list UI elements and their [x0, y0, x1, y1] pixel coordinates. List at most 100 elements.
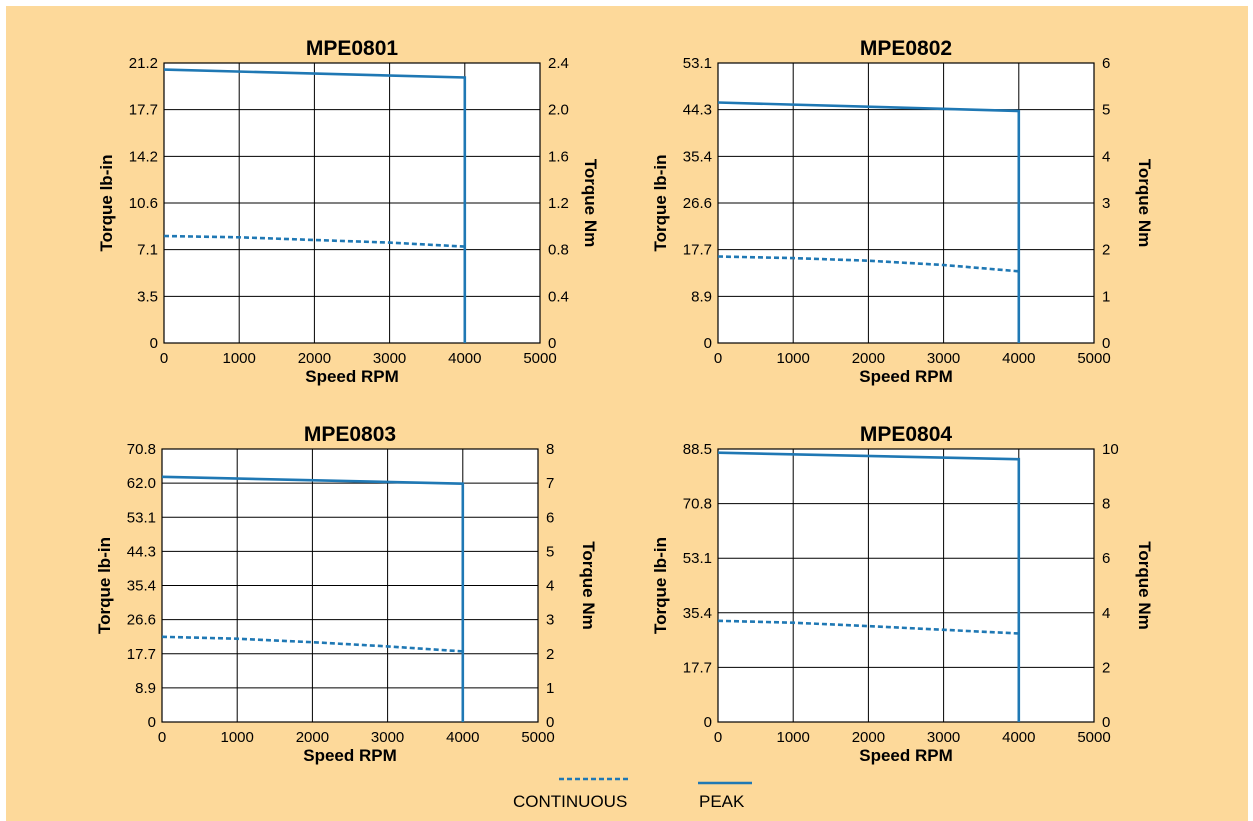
y-tick-label: 53.1: [683, 55, 712, 72]
chart-title: MPE0801: [306, 37, 399, 60]
y-axis-label: Torque lb-in: [95, 537, 114, 634]
peak-legend-swatch: [698, 781, 752, 785]
y2-tick-label: 0.4: [548, 288, 569, 305]
y-tick-label: 17.7: [683, 659, 712, 676]
x-tick-label: 5000: [521, 729, 554, 746]
y2-tick-label: 4: [546, 578, 554, 595]
y2-axis-label: Torque Nm: [1135, 159, 1154, 247]
x-tick-label: 3000: [371, 729, 404, 746]
y-tick-label: 70.8: [127, 441, 156, 458]
y-tick-label: 0: [148, 714, 156, 731]
y2-tick-label: 8: [1102, 496, 1110, 513]
x-tick-label: 5000: [1077, 350, 1110, 367]
x-tick-label: 3000: [927, 729, 960, 746]
y-tick-label: 7.1: [137, 242, 158, 259]
y2-tick-label: 2: [1102, 242, 1110, 259]
y2-tick-label: 5: [1102, 102, 1110, 119]
y2-tick-label: 6: [1102, 550, 1110, 567]
y-tick-label: 0: [704, 335, 712, 352]
plot-border: [717, 62, 1095, 344]
peak-legend-label: PEAK: [699, 792, 745, 811]
peak-series-line: [163, 68, 467, 343]
y2-axis-label: Torque Nm: [581, 159, 600, 247]
x-tick-label: 4000: [1002, 729, 1035, 746]
y-tick-label: 26.6: [683, 195, 712, 212]
peak-series-line: [717, 451, 1021, 722]
chart-1: 0 1000 2000 3000 4000 500003.57.110.614.217.7…: [97, 37, 600, 386]
y-tick-label: 35.4: [683, 148, 712, 165]
y2-tick-label: 4: [1102, 148, 1110, 165]
chart-3: 0 1000 2000 3000 4000 500008.917.726.635.444.…: [95, 423, 598, 765]
y2-tick-label: 5: [546, 543, 554, 560]
y-tick-label: 10.6: [129, 195, 158, 212]
y-tick-label: 70.8: [683, 496, 712, 513]
x-tick-label: 0: [714, 729, 722, 746]
y-tick-label: 35.4: [683, 605, 712, 622]
y2-tick-label: 0: [548, 335, 556, 352]
x-tick-label: 2000: [852, 729, 885, 746]
x-tick-label: 3000: [373, 350, 406, 367]
x-tick-label: 2000: [298, 350, 331, 367]
y-axis-label: Torque lb-in: [651, 537, 670, 634]
y2-tick-label: 7: [546, 475, 554, 492]
peak-series-line: [717, 101, 1021, 343]
y2-tick-label: 2: [546, 646, 554, 663]
y2-tick-label: 10: [1102, 441, 1119, 458]
x-tick-label: 4000: [446, 729, 479, 746]
y2-axis-label: Torque Nm: [579, 541, 598, 629]
y-tick-label: 53.1: [683, 550, 712, 567]
continuous-series-line: [161, 635, 463, 653]
plot-border: [717, 448, 1095, 723]
x-tick-label: 1000: [777, 729, 810, 746]
chart-title: MPE0802: [860, 37, 952, 60]
y2-tick-label: 3: [546, 612, 554, 629]
y-tick-label: 17.7: [683, 242, 712, 259]
y2-tick-label: 0.8: [548, 242, 569, 259]
y-tick-label: 62.0: [127, 475, 156, 492]
y2-tick-label: 1: [546, 680, 554, 697]
y-tick-label: 14.2: [129, 148, 158, 165]
chart-4: 0 1000 2000 3000 4000 5000017.735.453.170.888…: [651, 423, 1154, 765]
y2-tick-label: 6: [546, 509, 554, 526]
y-tick-label: 88.5: [683, 441, 712, 458]
x-tick-label: 2000: [296, 729, 329, 746]
charts-svg: 0 1000 2000 3000 4000 500003.57.110.614.217.7…: [95, 37, 1154, 765]
chart-2: 0 1000 2000 3000 4000 500008.917.726.635.444.…: [651, 37, 1154, 386]
y-tick-label: 35.4: [127, 578, 156, 595]
x-axis-label: Speed RPM: [859, 367, 953, 386]
plot-border: [163, 62, 541, 344]
x-tick-label: 4000: [448, 350, 481, 367]
x-axis-label: Speed RPM: [859, 746, 953, 765]
x-tick-label: 1000: [221, 729, 254, 746]
x-axis-label: Speed RPM: [305, 367, 399, 386]
y-tick-label: 8.9: [135, 680, 156, 697]
x-tick-label: 1000: [777, 350, 810, 367]
y-tick-label: 3.5: [137, 288, 158, 305]
y-tick-label: 26.6: [127, 612, 156, 629]
continuous-series-line: [717, 619, 1019, 635]
y-tick-label: 44.3: [683, 102, 712, 119]
y2-tick-label: 0: [546, 714, 554, 731]
continuous-legend-swatch: [559, 777, 629, 781]
continuous-series-line: [717, 255, 1019, 273]
y-tick-label: 44.3: [127, 543, 156, 560]
x-tick-label: 1000: [223, 350, 256, 367]
y2-tick-label: 3: [1102, 195, 1110, 212]
x-tick-label: 3000: [927, 350, 960, 367]
peak-series-line: [161, 475, 465, 722]
y2-tick-label: 2.4: [548, 55, 569, 72]
y2-tick-label: 8: [546, 441, 554, 458]
x-axis-label: Speed RPM: [303, 746, 397, 765]
y2-tick-label: 0: [1102, 714, 1110, 731]
x-tick-label: 0: [158, 729, 166, 746]
y2-axis-label: Torque Nm: [1135, 541, 1154, 629]
y-tick-label: 17.7: [129, 102, 158, 119]
continuous-series-line: [163, 234, 465, 248]
x-tick-label: 5000: [523, 350, 556, 367]
y2-tick-label: 2.0: [548, 102, 569, 119]
y2-tick-label: 2: [1102, 659, 1110, 676]
plot-area: [718, 449, 1094, 722]
chart-panel: 0 1000 2000 3000 4000 5000 0 3.5 7.1 10.6 14.2 17.7…: [6, 6, 1248, 821]
y2-tick-label: 1: [1102, 288, 1110, 305]
x-tick-label: 0: [160, 350, 168, 367]
